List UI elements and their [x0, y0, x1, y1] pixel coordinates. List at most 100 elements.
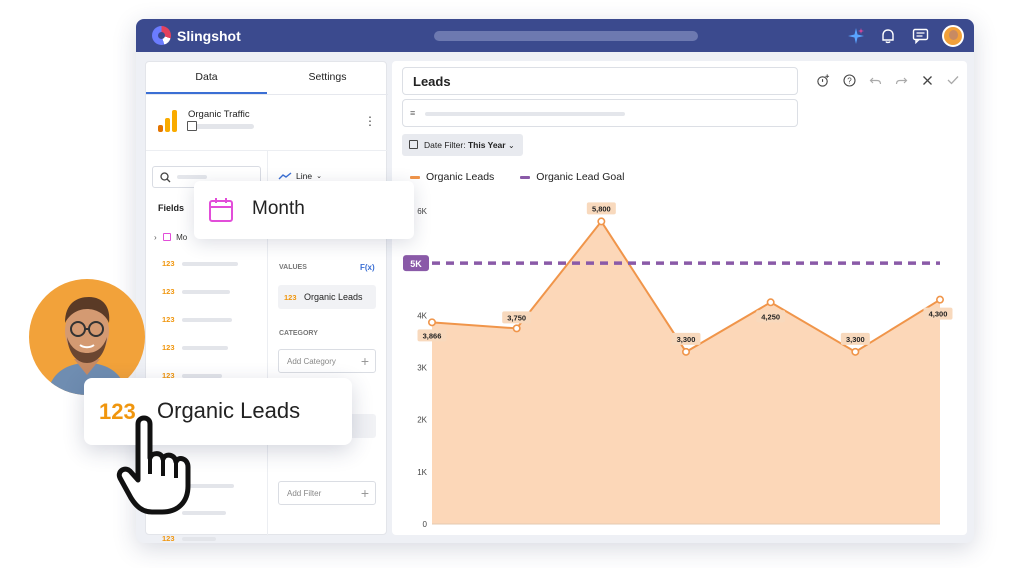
title-input[interactable]: Leads: [402, 67, 798, 95]
data-label: 3,750: [507, 313, 526, 322]
panel-tabs: Data Settings: [146, 62, 388, 94]
data-label: 5,800: [592, 204, 611, 213]
y-tick-label: 0: [423, 520, 428, 529]
leads-data-point: [512, 324, 521, 333]
leads-data-point: [681, 347, 690, 356]
goal-badge-label: 5K: [410, 259, 422, 269]
top-bar: Slingshot: [136, 19, 974, 52]
field-row[interactable]: 123: [162, 287, 262, 297]
y-tick-label: 6K: [417, 207, 427, 216]
bell-icon[interactable]: [878, 26, 898, 46]
description-input[interactable]: ≡: [402, 99, 798, 127]
calendar-icon: [209, 198, 233, 222]
help-icon[interactable]: ?: [842, 73, 856, 87]
calendar-icon: [162, 233, 171, 241]
search-icon: [160, 172, 171, 183]
add-filter-label: Add Filter: [287, 489, 322, 498]
search-placeholder-bar: [177, 175, 207, 179]
y-tick-label: 4K: [417, 311, 427, 320]
google-analytics-icon: [158, 110, 178, 132]
field-row[interactable]: 123: [162, 315, 262, 325]
legend-label: Organic Leads: [426, 171, 495, 183]
tab-data[interactable]: Data: [146, 62, 267, 94]
field-month-row[interactable]: › Mo: [154, 233, 187, 242]
tabs-divider: [146, 94, 388, 95]
calendar-filter-icon: [409, 140, 418, 149]
data-label-bg: [756, 310, 786, 323]
data-label-bg: [671, 332, 701, 345]
hand-cursor-icon: [116, 415, 191, 515]
source-subtitle: [187, 121, 254, 131]
field-row[interactable]: 123: [162, 371, 262, 381]
leads-data-point: [935, 295, 944, 304]
leads-area-fill: [432, 221, 940, 524]
redo-icon[interactable]: [894, 73, 908, 87]
visualization-selector[interactable]: Line ⌄: [278, 171, 322, 181]
line-area-chart: 01K2K3K4K6KJanFebMarAprMayJunJul5K3,8663…: [403, 202, 953, 529]
field-name-bar: [182, 318, 232, 322]
date-filter-button[interactable]: Date Filter: This Year ⌄: [402, 134, 523, 156]
number-type-icon: 123: [162, 371, 175, 380]
chat-icon[interactable]: [910, 26, 930, 46]
field-name-bar: [182, 262, 238, 266]
field-row[interactable]: 123: [162, 343, 262, 353]
leads-data-point: [851, 347, 860, 356]
number-type-icon: 123: [162, 343, 175, 352]
chevron-down-icon: ⌄: [507, 141, 515, 150]
user-photo: [29, 279, 145, 395]
value-field-chip[interactable]: 123 Organic Leads: [278, 285, 376, 309]
field-month-label: Mo: [176, 233, 188, 242]
check-icon[interactable]: [946, 73, 960, 87]
chart-legend: Organic Leads Organic Lead Goal: [410, 171, 624, 183]
leads-data-point: [766, 298, 775, 307]
organic-leads-field-card[interactable]: 123 Organic Leads: [84, 378, 352, 445]
visualization-editor: Leads ≡ ?: [392, 61, 967, 535]
number-type-icon: 123: [162, 315, 175, 324]
undo-icon[interactable]: [868, 73, 882, 87]
legend-item[interactable]: Organic Lead Goal: [520, 171, 624, 183]
field-row[interactable]: [162, 481, 262, 491]
leads-data-point: [597, 217, 606, 226]
alarm-add-icon[interactable]: [816, 73, 830, 87]
top-icons: [846, 25, 964, 47]
number-type-icon: 123: [162, 259, 175, 268]
field-name-bar: [182, 537, 216, 541]
chevron-right-icon: ›: [154, 233, 157, 242]
legend-swatch: [520, 175, 531, 179]
data-source[interactable]: Organic Traffic ⋮: [156, 106, 378, 136]
month-card-label: Month: [252, 198, 305, 219]
values-label: VALUES: [279, 264, 307, 271]
data-label-bg: [923, 307, 953, 320]
user-avatar[interactable]: [942, 25, 964, 47]
app-name: Slingshot: [177, 27, 241, 44]
field-row[interactable]: 123: [162, 534, 262, 543]
sparkle-icon[interactable]: [846, 26, 866, 46]
more-options-icon[interactable]: ⋮: [364, 114, 376, 128]
month-field-card[interactable]: Month: [194, 181, 414, 239]
data-label: 3,300: [677, 335, 696, 344]
data-label: 3,300: [846, 335, 865, 344]
field-name-bar: [182, 484, 234, 488]
value-field-label: Organic Leads: [304, 292, 363, 302]
category-label: CATEGORY: [279, 330, 318, 337]
field-name-bar: [182, 374, 222, 378]
leads-card-label: Organic Leads: [157, 398, 301, 423]
fields-label: Fields: [158, 203, 185, 213]
global-search-bar[interactable]: [434, 31, 698, 41]
tab-settings[interactable]: Settings: [308, 71, 347, 83]
field-row[interactable]: [162, 508, 262, 518]
date-filter-label: Date Filter:: [424, 140, 466, 150]
add-filter-button[interactable]: Add Filter +: [278, 481, 376, 505]
add-category-button[interactable]: Add Category +: [278, 349, 376, 373]
widget-title: Leads: [413, 74, 451, 89]
legend-label: Organic Lead Goal: [536, 171, 625, 183]
data-label: 4,300: [929, 310, 948, 319]
close-icon[interactable]: [920, 73, 934, 87]
legend-item[interactable]: Organic Leads: [410, 171, 494, 183]
brand[interactable]: Slingshot: [152, 26, 241, 45]
plus-icon: +: [360, 485, 369, 501]
data-label: 3,866: [423, 331, 442, 340]
formula-button[interactable]: F(x): [360, 263, 375, 272]
field-row[interactable]: 123: [162, 259, 262, 269]
data-label: 4,250: [761, 312, 780, 321]
